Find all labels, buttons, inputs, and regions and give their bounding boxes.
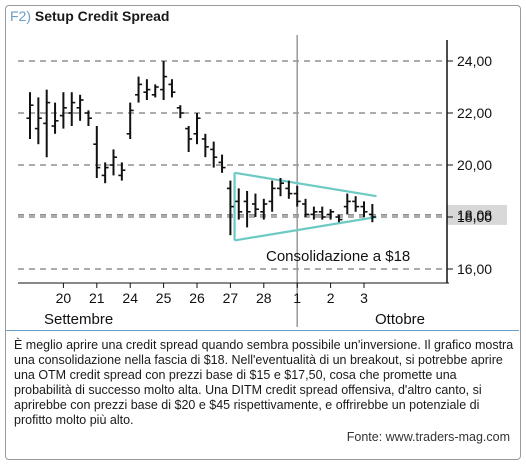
figure-title: F2) Setup Credit Spread (10, 8, 169, 24)
y-tick-label: 22,00 (457, 105, 492, 121)
x-tick-label: 1 (293, 290, 301, 306)
figure-caption: È meglio aprire una credit spread quando… (14, 338, 514, 427)
price-chart: 24,00 22,00 20,00 18,00 16,00 18,08 Consolidaz… (18, 35, 507, 328)
x-tick-label: 28 (256, 290, 272, 306)
x-tick-label: 26 (189, 290, 205, 306)
current-price-label: 18,08 (457, 207, 492, 223)
figure-title-text: Setup Credit Spread (34, 8, 170, 24)
x-tick-label: 20 (56, 290, 72, 306)
source-credit: Fonte: www.traders-mag.com (346, 430, 510, 444)
x-tick-label: 27 (223, 290, 239, 306)
x-tick-label: 25 (156, 290, 172, 306)
y-tick-label: 18,00 (457, 209, 492, 225)
consolidation-annotation: Consolidazione a $18 (266, 248, 410, 265)
x-tick-label: 21 (89, 290, 105, 306)
figure-frame (5, 5, 521, 460)
y-tick-label: 24,00 (457, 53, 492, 69)
y-tick-label: 20,00 (457, 157, 492, 173)
chart-area: 24,00 22,00 20,00 18,00 16,00 18,08 Consolidaz… (18, 35, 507, 328)
month-label-settembre: Settembre (44, 311, 113, 328)
figure-tag: F2) (10, 8, 31, 24)
triangle-upper-line (234, 171, 377, 198)
triangle-lower-line (234, 215, 377, 242)
x-tick-label: 2 (327, 290, 335, 306)
y-tick-label: 16,00 (457, 261, 492, 277)
current-price-box (447, 204, 507, 225)
x-tick-label: 24 (122, 290, 138, 306)
separator-line (6, 330, 519, 331)
x-tick-label: 3 (360, 290, 368, 306)
month-label-ottobre: Ottobre (375, 311, 425, 328)
